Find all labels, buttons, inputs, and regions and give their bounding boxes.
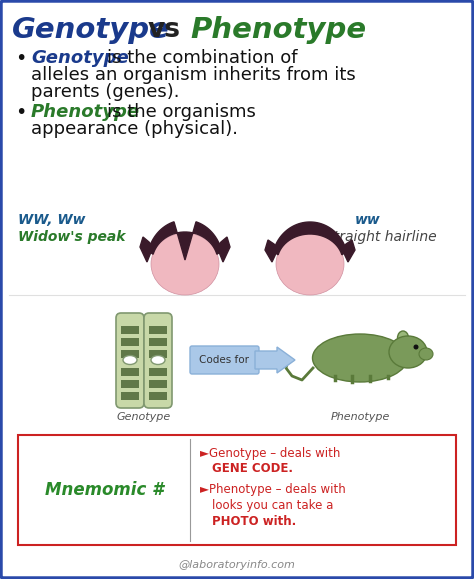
Ellipse shape xyxy=(419,348,433,360)
Ellipse shape xyxy=(312,334,408,382)
Ellipse shape xyxy=(123,356,137,365)
Text: PHOTO with.: PHOTO with. xyxy=(212,515,296,528)
Ellipse shape xyxy=(389,336,427,368)
Text: vs: vs xyxy=(148,17,181,43)
Polygon shape xyxy=(140,237,153,262)
Bar xyxy=(121,380,139,388)
Text: is the organisms: is the organisms xyxy=(107,103,256,121)
Text: Mnemomic #: Mnemomic # xyxy=(45,481,164,499)
Bar xyxy=(121,368,139,376)
Bar xyxy=(121,326,139,334)
Text: ww: ww xyxy=(355,213,381,227)
FancyBboxPatch shape xyxy=(144,313,172,408)
Ellipse shape xyxy=(413,345,419,350)
Text: appearance (physical).: appearance (physical). xyxy=(31,120,238,138)
Text: Widow's peak: Widow's peak xyxy=(18,230,126,244)
Ellipse shape xyxy=(276,233,344,295)
Text: ►Genotype – deals with: ►Genotype – deals with xyxy=(200,446,340,460)
Text: Genotype: Genotype xyxy=(117,412,171,422)
Text: @laboratoryinfo.com: @laboratoryinfo.com xyxy=(179,560,295,570)
FancyArrow shape xyxy=(255,347,295,373)
Text: Phenotype: Phenotype xyxy=(330,412,390,422)
Bar xyxy=(149,338,167,346)
Polygon shape xyxy=(148,222,222,260)
Bar xyxy=(149,350,167,358)
Text: Genotype: Genotype xyxy=(12,16,170,44)
Text: parents (genes).: parents (genes). xyxy=(31,83,180,101)
Polygon shape xyxy=(217,237,230,262)
Bar xyxy=(149,392,167,400)
Polygon shape xyxy=(265,240,278,262)
Bar xyxy=(121,392,139,400)
FancyBboxPatch shape xyxy=(116,313,144,408)
Ellipse shape xyxy=(151,356,165,365)
Polygon shape xyxy=(273,222,346,255)
Text: Genotype: Genotype xyxy=(31,49,129,67)
Text: ►Phenotype – deals with: ►Phenotype – deals with xyxy=(200,483,346,496)
Text: WW, Ww: WW, Ww xyxy=(18,213,85,227)
Polygon shape xyxy=(342,240,355,262)
Text: alleles an organism inherits from its: alleles an organism inherits from its xyxy=(31,66,356,84)
FancyBboxPatch shape xyxy=(190,346,259,374)
Text: looks you can take a: looks you can take a xyxy=(212,499,333,512)
Text: •: • xyxy=(15,49,27,68)
Bar xyxy=(149,326,167,334)
Bar xyxy=(149,380,167,388)
Text: Codes for: Codes for xyxy=(199,355,249,365)
Text: •: • xyxy=(15,102,27,122)
Text: Phenotype: Phenotype xyxy=(190,16,366,44)
Ellipse shape xyxy=(398,331,409,345)
Text: Phenotype: Phenotype xyxy=(31,103,140,121)
Ellipse shape xyxy=(151,233,219,295)
Text: is the combination of: is the combination of xyxy=(107,49,298,67)
FancyBboxPatch shape xyxy=(18,435,456,545)
Text: GENE CODE.: GENE CODE. xyxy=(212,463,293,475)
Bar xyxy=(121,338,139,346)
Bar xyxy=(149,368,167,376)
Bar xyxy=(121,350,139,358)
Text: Straight hairline: Straight hairline xyxy=(325,230,437,244)
